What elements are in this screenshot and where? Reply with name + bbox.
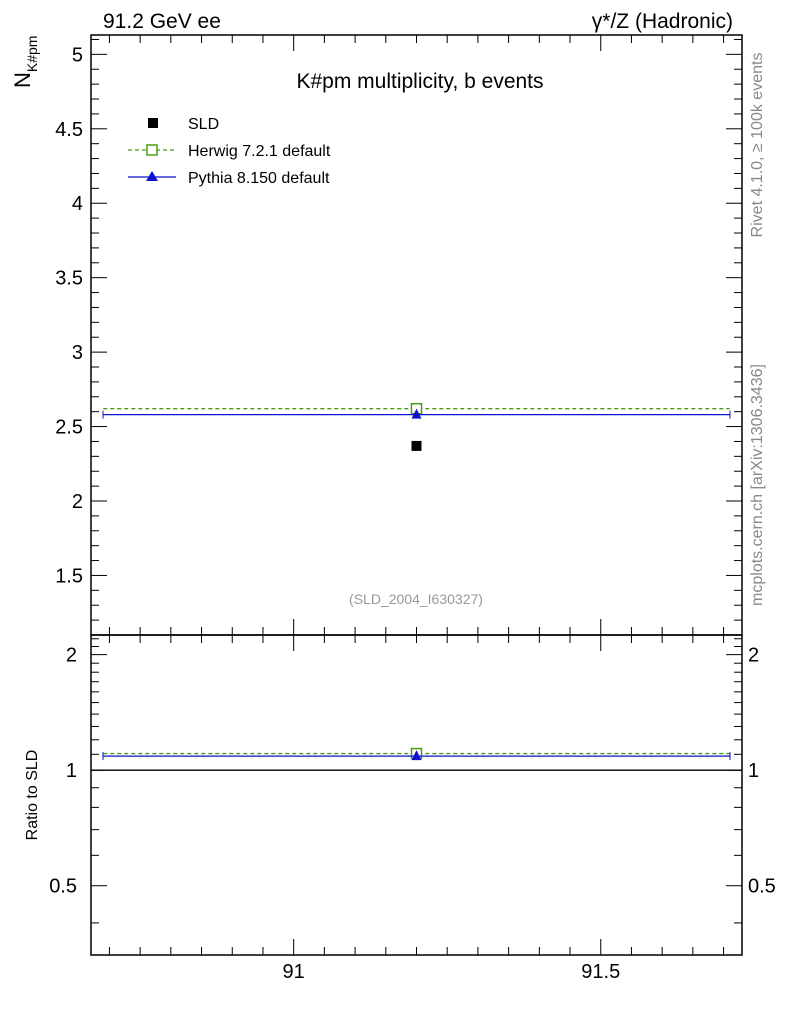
legend-marker-herwig xyxy=(146,144,158,156)
x-tick-label: 91.5 xyxy=(581,961,620,983)
x-tick-label: 91 xyxy=(283,961,305,983)
legend: SLD Herwig 7.2.1 default Pythia 8.150 de… xyxy=(128,116,331,187)
mcplots-label: mcplots.cern.ch [arXiv:1306.3436] xyxy=(749,364,766,606)
main-y-tick-label: 2 xyxy=(72,491,83,513)
pythia-marker xyxy=(411,408,422,419)
legend-marker-sld xyxy=(148,118,158,128)
chart-title: K#pm multiplicity, b events xyxy=(296,70,543,93)
main-y-tick-label: 2.5 xyxy=(55,417,83,439)
y-axis-title-sub: K#pm xyxy=(24,36,40,73)
legend-label-pythia: Pythia 8.150 default xyxy=(188,170,330,187)
legend-marker-pythia xyxy=(146,171,158,181)
ratio-y-tick-label-right: 2 xyxy=(748,645,759,667)
main-y-ticks: 1.5 2 2.5 3 3.5 4 4.5 5 xyxy=(55,38,742,621)
main-y-axis-title: NK#pm xyxy=(10,36,40,88)
ratio-y-tick-label-left: 1 xyxy=(66,760,77,782)
legend-label-herwig: Herwig 7.2.1 default xyxy=(188,143,331,160)
main-y-tick-label: 5 xyxy=(72,44,83,66)
rivet-version-label: Rivet 4.1.0, ≥ 100k events xyxy=(749,53,766,238)
ratio-y-ticks: 0.5 0.5 1 1 2 2 xyxy=(49,638,776,924)
y-axis-title-main: N xyxy=(10,72,35,88)
main-y-tick-label: 4 xyxy=(72,193,83,215)
legend-label-sld: SLD xyxy=(188,116,219,133)
ratio-y-axis-title: Ratio to SLD xyxy=(24,750,41,841)
ratio-pythia-marker xyxy=(411,750,422,761)
main-y-tick-label: 3.5 xyxy=(55,268,83,290)
main-y-tick-label: 4.5 xyxy=(55,119,83,141)
header-left: 91.2 GeV ee xyxy=(103,10,221,33)
ratio-plot-frame xyxy=(90,634,743,956)
header-right: γ*/Z (Hadronic) xyxy=(592,10,733,33)
ratio-y-tick-label-right: 1 xyxy=(748,760,759,782)
analysis-id-label: (SLD_2004_I630327) xyxy=(349,591,483,607)
ratio-series xyxy=(91,747,742,771)
ratio-y-tick-label-left: 2 xyxy=(66,645,77,667)
main-y-tick-label: 3 xyxy=(72,342,83,364)
main-y-tick-label: 1.5 xyxy=(55,565,83,587)
main-series xyxy=(102,402,731,451)
svg-text:NK#pm: NK#pm xyxy=(10,36,40,88)
x-ticks: 91 91.5 xyxy=(108,35,725,983)
ratio-y-tick-label-right: 0.5 xyxy=(748,876,776,898)
sld-data-point xyxy=(411,440,422,451)
ratio-y-tick-label-left: 0.5 xyxy=(49,876,77,898)
